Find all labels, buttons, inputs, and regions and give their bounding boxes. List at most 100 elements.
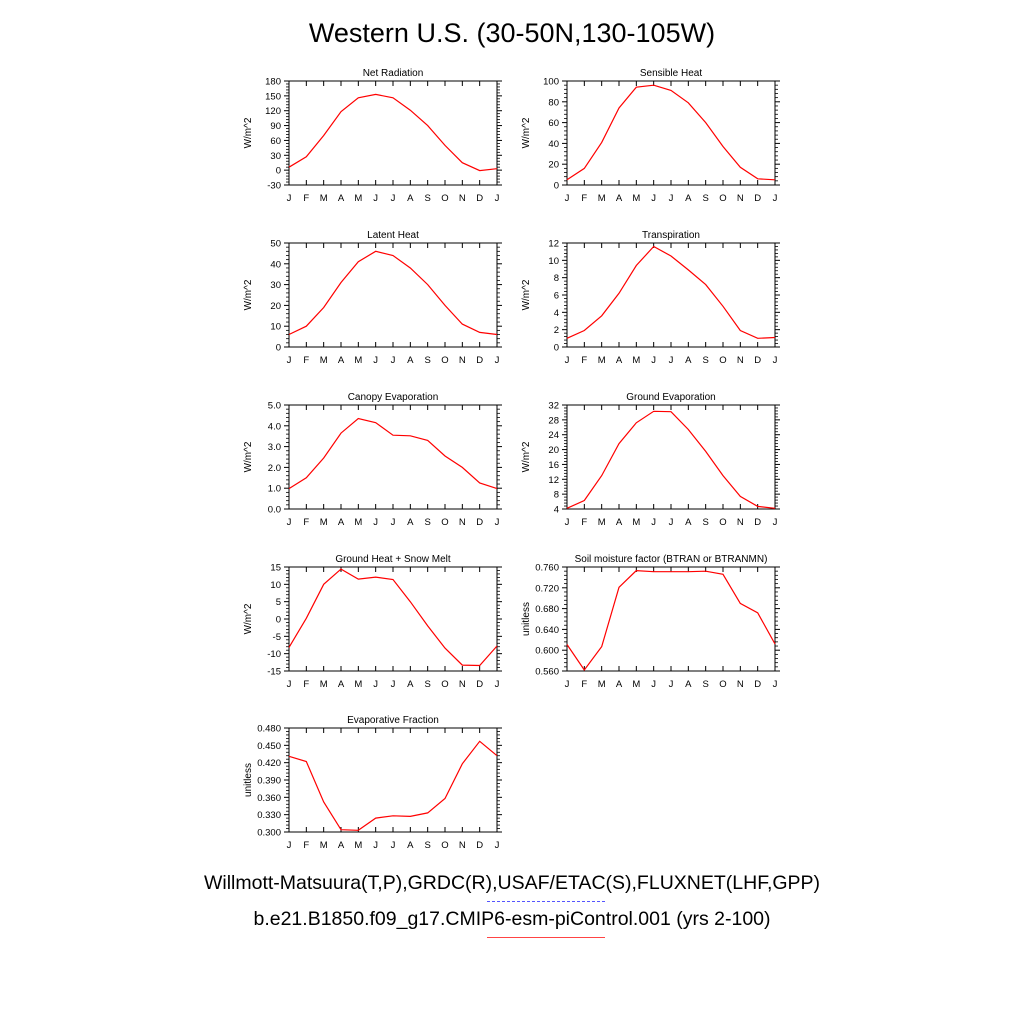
series-line-model: [566, 569, 776, 672]
x-tick-label: N: [459, 193, 466, 204]
y-tick-label: 40: [270, 259, 281, 270]
x-tick-label: J: [373, 679, 378, 690]
y-tick-label: 24: [548, 430, 559, 441]
y-tick-label: 12: [548, 475, 559, 486]
y-tick-label: 0: [276, 166, 281, 177]
x-tick-label: S: [424, 355, 430, 366]
x-tick-label: F: [303, 355, 309, 366]
y-tick-label: 0.720: [535, 583, 559, 594]
y-tick-label: 120: [265, 106, 281, 117]
y-tick-label: 0.360: [257, 793, 281, 804]
x-tick-label: N: [459, 517, 466, 528]
y-tick-label: 0.450: [257, 741, 281, 752]
x-tick-label: F: [581, 679, 587, 690]
x-tick-label: J: [651, 355, 656, 366]
legend-entry-model: b.e21.B1850.f09_g17.CMIP6-esm-piControl.…: [253, 908, 771, 930]
panel-title: Ground Evaporation: [626, 392, 716, 403]
x-tick-label: O: [719, 193, 726, 204]
x-tick-label: F: [581, 193, 587, 204]
series-line-model: [566, 84, 776, 181]
x-tick-label: A: [616, 193, 623, 204]
x-tick-label: F: [303, 840, 309, 851]
x-tick-label: O: [441, 840, 448, 851]
y-tick-label: 0: [276, 343, 281, 354]
x-tick-label: J: [287, 355, 292, 366]
y-tick-label: 30: [270, 151, 281, 162]
x-tick-label: J: [669, 193, 674, 204]
x-tick-label: J: [373, 517, 378, 528]
x-tick-label: F: [581, 517, 587, 528]
y-tick-label: 32: [548, 401, 559, 412]
x-tick-label: J: [565, 355, 570, 366]
y-tick-label: 1.0: [268, 484, 281, 495]
x-tick-label: D: [754, 679, 761, 690]
x-tick-label: M: [320, 840, 328, 851]
x-tick-label: M: [320, 679, 328, 690]
y-tick-label: 5: [276, 597, 281, 608]
x-tick-label: D: [476, 193, 483, 204]
y-tick-label: 40: [548, 139, 559, 150]
x-tick-label: M: [598, 193, 606, 204]
x-tick-label: N: [459, 355, 466, 366]
y-tick-label: 0.680: [535, 604, 559, 615]
y-tick-label: 20: [548, 160, 559, 171]
y-tick-label: 90: [270, 121, 281, 132]
x-tick-label: J: [287, 517, 292, 528]
x-tick-label: A: [407, 840, 414, 851]
legend-dashed-line-observations: [487, 901, 605, 902]
x-tick-label: F: [581, 355, 587, 366]
panel-title: Evaporative Fraction: [347, 715, 439, 726]
x-tick-label: S: [424, 193, 430, 204]
x-tick-label: O: [441, 679, 448, 690]
x-tick-label: A: [338, 840, 345, 851]
x-tick-label: M: [354, 840, 362, 851]
y-tick-label: 60: [270, 136, 281, 147]
x-tick-label: M: [598, 679, 606, 690]
x-tick-label: J: [651, 517, 656, 528]
x-tick-label: A: [616, 355, 623, 366]
x-tick-label: A: [685, 517, 692, 528]
plot-frame: [288, 242, 498, 348]
y-tick-label: 0: [554, 343, 559, 354]
y-tick-label: 0.300: [257, 828, 281, 839]
x-tick-label: S: [424, 840, 430, 851]
y-tick-label: 180: [265, 77, 281, 88]
x-tick-label: J: [391, 679, 396, 690]
x-tick-label: J: [565, 517, 570, 528]
x-tick-label: A: [338, 517, 345, 528]
y-tick-label: 80: [548, 97, 559, 108]
x-tick-label: N: [737, 679, 744, 690]
y-tick-label: 28: [548, 415, 559, 426]
x-tick-label: J: [773, 355, 778, 366]
panel-title: Soil moisture factor (BTRAN or BTRANMN): [575, 554, 768, 565]
y-tick-label: 100: [543, 77, 559, 88]
series-line-model: [288, 250, 498, 336]
y-tick-label: 8: [554, 273, 559, 284]
x-tick-label: M: [354, 679, 362, 690]
x-tick-label: A: [407, 193, 414, 204]
x-tick-label: J: [669, 517, 674, 528]
x-tick-label: A: [338, 679, 345, 690]
y-tick-label: 15: [270, 563, 281, 574]
x-tick-label: M: [320, 517, 328, 528]
x-tick-label: J: [669, 355, 674, 366]
series-line-model: [288, 568, 498, 667]
panel-soil-moisture-factor-btran-or-btranmn: Soil moisture factor (BTRAN or BTRANMN) J…: [521, 554, 780, 690]
y-axis-label: unitless: [521, 602, 532, 636]
legend-entry-observations: Willmott-Matsuura(T,P),GRDC(R),USAF/ETAC…: [203, 872, 821, 894]
x-tick-label: M: [598, 517, 606, 528]
y-tick-label: 0.480: [257, 724, 281, 735]
series-line-model: [288, 740, 498, 831]
x-tick-label: S: [702, 517, 708, 528]
x-tick-label: F: [303, 517, 309, 528]
panel-title: Canopy Evaporation: [348, 392, 439, 403]
series-line-model: [566, 410, 776, 509]
x-tick-label: J: [495, 840, 500, 851]
x-tick-label: M: [320, 355, 328, 366]
x-tick-label: D: [476, 840, 483, 851]
y-tick-label: 0.0: [268, 505, 281, 516]
